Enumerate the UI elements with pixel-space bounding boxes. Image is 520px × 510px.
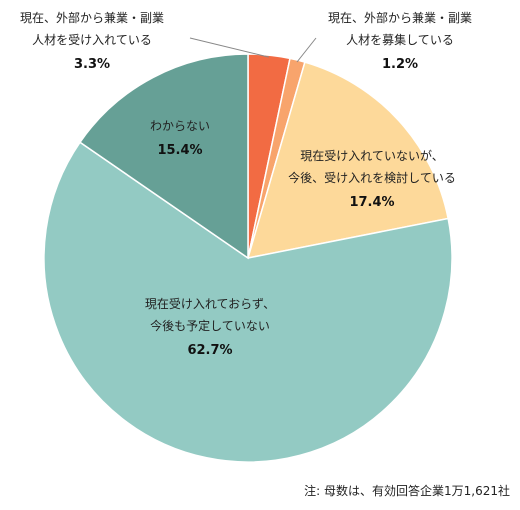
slice-label: 人材を募集している: [346, 32, 454, 47]
slice-label: 人材を受け入れている: [32, 33, 152, 47]
leader-lines: [189, 37, 317, 63]
slice-value-label: 1.2%: [382, 57, 418, 72]
slice-labels: 現在、外部から兼業・副業人材を受け入れている3.3%現在、外部から兼業・副業人材…: [20, 10, 472, 358]
slice-label: 現在受け入れておらず、: [145, 297, 275, 311]
slice-value-label: 62.7%: [187, 343, 232, 358]
slice-label: わからない: [150, 119, 210, 133]
footnote: 注: 母数は、有効回答企業1万1,621社: [304, 484, 510, 498]
slice-value-label: 15.4%: [157, 143, 202, 158]
slice-unknown: [78, 53, 249, 260]
leader-line: [296, 37, 317, 63]
slice-value-label: 17.4%: [349, 195, 394, 210]
slice-label: 現在、外部から兼業・副業: [328, 10, 472, 25]
pie-slices: [43, 53, 453, 463]
slice-label: 現在、外部から兼業・副業: [20, 10, 164, 25]
slice-label: 今後も予定していない: [150, 318, 270, 333]
leader-line: [189, 37, 270, 58]
slice-not-planning: [43, 141, 453, 463]
slice-label: 現在受け入れていないが、: [300, 148, 443, 163]
slice-considering: [246, 61, 450, 259]
slice-label: 今後、受け入れを検討している: [288, 170, 456, 185]
slice-value-label: 3.3%: [74, 57, 110, 72]
